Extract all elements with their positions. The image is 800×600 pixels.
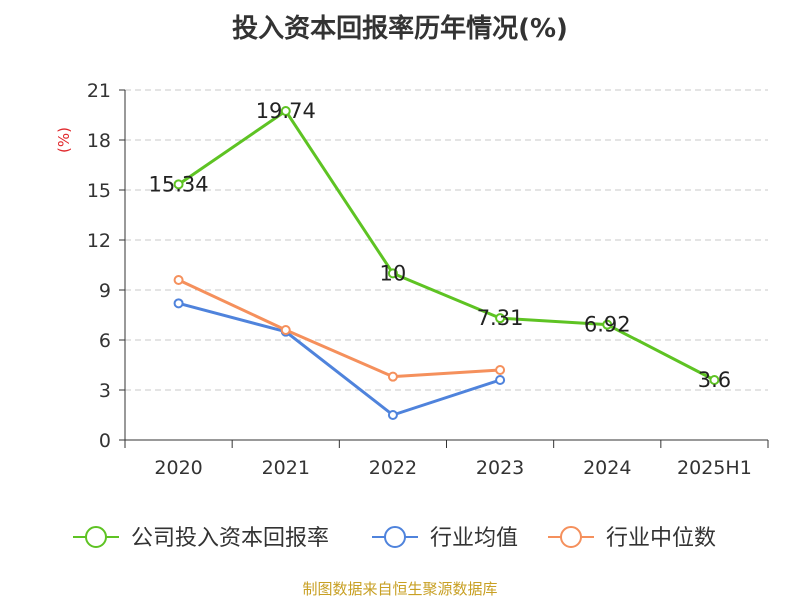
data-point[interactable] <box>387 410 398 420</box>
legend-label: 行业均值 <box>430 526 518 551</box>
y-tick-label: 9 <box>99 280 111 302</box>
legend[interactable]: 公司投入资本回报率 行业均值 行业中位数 <box>73 526 716 551</box>
legend-marker <box>560 526 582 548</box>
data-labels: 15.34 19.74 10 7.31 6.92 3.6 <box>149 99 732 392</box>
gridlines <box>125 89 768 391</box>
y-axis-label: (%) <box>55 127 73 153</box>
data-point[interactable] <box>173 179 184 190</box>
chart-title: 投入资本回报率历年情况(%) <box>232 14 568 44</box>
x-tick-label: 2021 <box>262 457 310 479</box>
y-tick-label: 21 <box>87 80 111 102</box>
data-point[interactable] <box>173 275 184 285</box>
legend-item[interactable]: 行业均值 <box>372 526 518 551</box>
y-tick-label: 18 <box>87 130 111 152</box>
data-point[interactable] <box>495 375 506 385</box>
y-tick-label: 3 <box>99 380 111 402</box>
data-point[interactable] <box>280 325 291 335</box>
data-label: 10 <box>380 261 407 285</box>
data-label: 15.34 <box>149 172 209 196</box>
x-tick-label: 2020 <box>154 457 202 479</box>
y-tick-label: 0 <box>99 430 111 452</box>
data-point[interactable] <box>709 375 720 385</box>
legend-marker <box>384 526 406 548</box>
series-line <box>177 109 716 382</box>
data-point[interactable] <box>387 371 398 382</box>
data-point[interactable] <box>387 268 398 279</box>
data-point[interactable] <box>280 106 291 116</box>
data-label: 6.92 <box>584 313 631 337</box>
data-label: 7.31 <box>477 306 524 330</box>
data-label: 3.6 <box>698 368 731 392</box>
y-tick-label: 12 <box>87 230 111 252</box>
legend-label: 公司投入资本回报率 <box>131 526 329 551</box>
data-point[interactable] <box>602 319 613 330</box>
y-tick-label: 6 <box>99 330 111 352</box>
legend-item[interactable]: 行业中位数 <box>548 526 716 551</box>
data-point[interactable] <box>173 298 184 309</box>
data-point[interactable] <box>495 365 506 375</box>
series-line <box>178 301 501 417</box>
data-point[interactable] <box>495 313 506 324</box>
axes: 0 3 6 9 12 15 18 21 2020 2021 2022 2023 2024 2025H1 (%… <box>55 80 769 479</box>
series-area <box>173 106 720 420</box>
x-tick-label: 2023 <box>476 457 524 479</box>
x-tick-label: 2025H1 <box>677 457 752 479</box>
data-label: 19.74 <box>256 99 316 123</box>
x-tick-label: 2024 <box>583 457 631 479</box>
legend-marker <box>85 526 107 548</box>
x-tick-label: 2022 <box>369 457 417 479</box>
series-line <box>177 278 501 379</box>
legend-label: 行业中位数 <box>606 526 716 551</box>
source-note: 制图数据来自恒生聚源数据库 <box>302 580 498 598</box>
y-tick-label: 15 <box>87 180 111 202</box>
legend-item[interactable]: 公司投入资本回报率 <box>73 526 329 551</box>
